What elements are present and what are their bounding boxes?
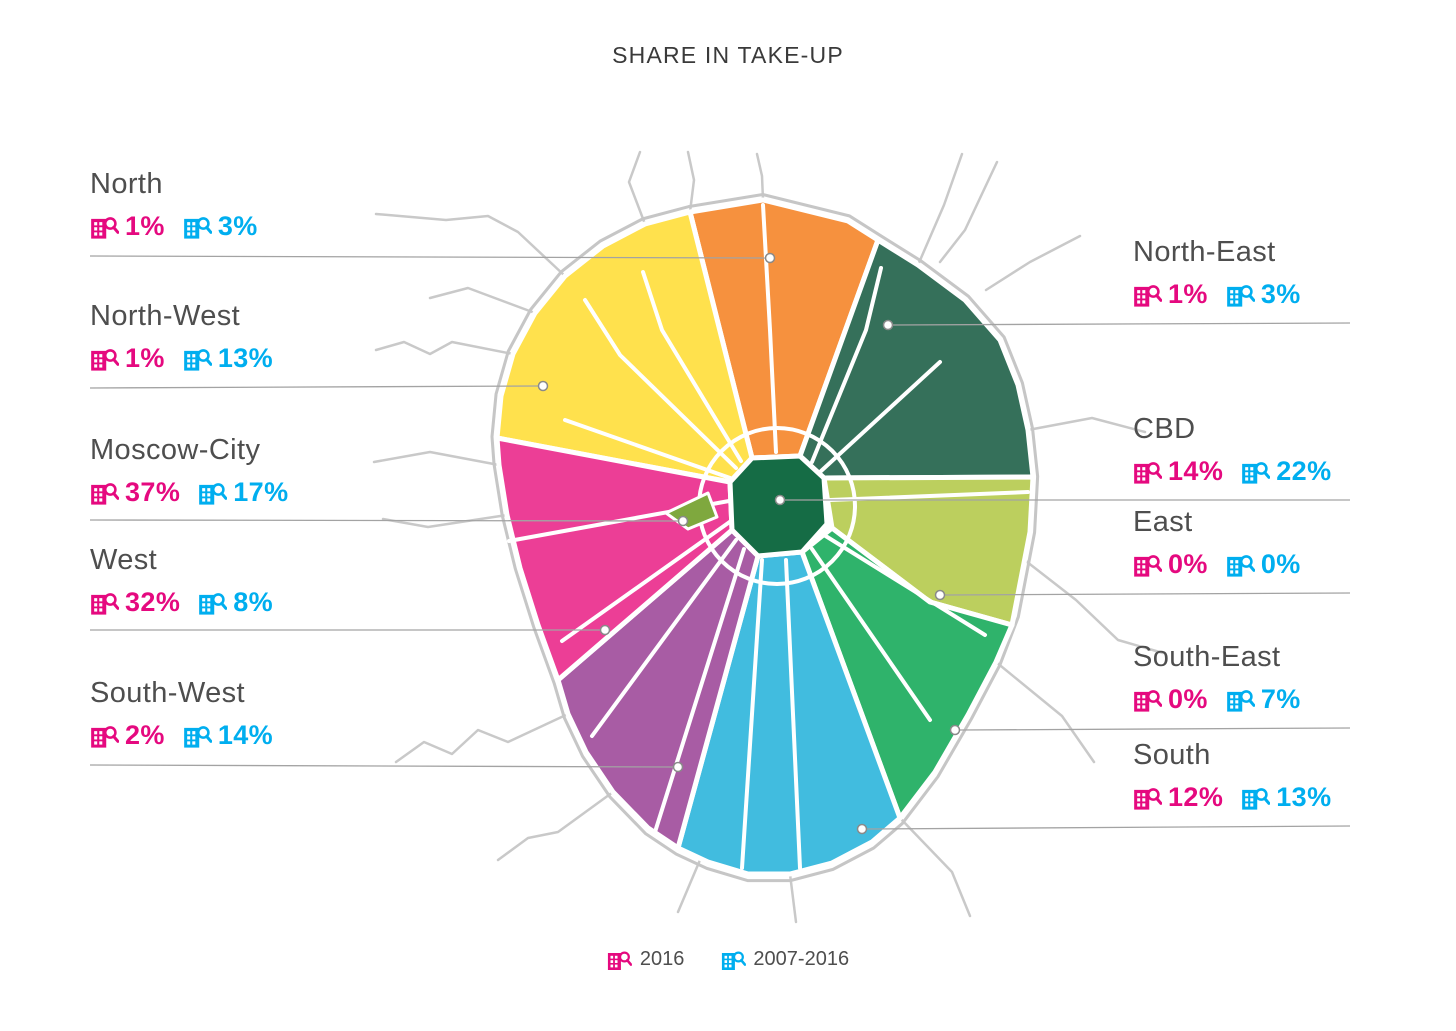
building-search-2016-icon — [90, 723, 119, 749]
district-value-2016: 0% — [1168, 684, 1208, 714]
building-search-2007-2016-icon — [1241, 459, 1271, 485]
ring-road — [490, 192, 1040, 883]
district-value-2007-2016: 3% — [1260, 279, 1301, 309]
legend-2016-label: 2016 — [639, 948, 685, 970]
district-value-2016: 37% — [125, 477, 181, 507]
building-search-2016-icon — [1133, 282, 1162, 308]
building-search-2007-2016-icon — [183, 214, 212, 240]
building-search-2007-2016-icon — [1226, 552, 1255, 578]
leader-lines — [89, 255, 1351, 830]
district-name: North-West — [90, 300, 241, 332]
district-value-2016: 0% — [1168, 549, 1208, 579]
leader-dot-cbd — [774, 494, 786, 506]
outer-roads — [372, 150, 1165, 924]
leader-east — [944, 592, 1351, 596]
district-name: Moscow-City — [90, 434, 261, 466]
building-search-2007-2016-icon — [1226, 282, 1255, 308]
district-value-2016: 14% — [1168, 456, 1224, 486]
district-value-2016: 2% — [125, 720, 165, 750]
district-name: CBD — [1133, 413, 1196, 445]
district-value-2007-2016: 14% — [217, 720, 274, 750]
building-search-2007-2016-icon — [1241, 785, 1271, 811]
district-name: West — [90, 544, 158, 576]
leader-dot-north — [764, 252, 776, 264]
district-label-moscow-city: Moscow-City 37% 17% — [90, 434, 289, 509]
leader-dot-north-west — [537, 380, 549, 392]
building-search-2007-2016-icon — [198, 590, 228, 616]
leader-dot-east — [934, 589, 946, 601]
district-name: South-East — [1133, 641, 1281, 673]
building-search-2016-icon — [90, 214, 119, 240]
district-value-2007-2016: 8% — [233, 587, 274, 617]
district-name: East — [1133, 506, 1193, 538]
district-value-2007-2016: 7% — [1260, 684, 1301, 714]
leader-dot-south-east — [949, 724, 961, 736]
building-search-2007-2016-icon — [183, 723, 212, 749]
district-label-north-west: North-West 1% 13% — [90, 300, 273, 375]
page-title: SHARE IN TAKE-UP — [612, 42, 844, 68]
leader-dot-south-west — [672, 761, 684, 773]
district-label-south-east: South-East 0% 7% — [1133, 641, 1301, 716]
building-search-2016-icon — [1133, 687, 1162, 713]
leader-south-west — [89, 764, 674, 768]
leader-north-east — [892, 322, 1351, 326]
legend-2007-2016-icon — [720, 949, 746, 971]
leader-north-west — [89, 385, 539, 389]
district-value-2007-2016: 17% — [233, 477, 289, 507]
leader-dot-moscow-city — [677, 515, 689, 527]
district-label-north-east: North-East 1% 3% — [1133, 236, 1301, 311]
district-name: North-East — [1133, 236, 1276, 268]
district-label-north: North 1% 3% — [90, 168, 258, 243]
district-value-2016: 1% — [125, 211, 165, 241]
building-search-2016-icon — [1133, 785, 1162, 811]
district-cbd — [727, 453, 830, 559]
district-label-south-west: South-West 2% 14% — [90, 677, 273, 752]
leader-dot-west — [599, 624, 611, 636]
district-label-east: East 0% 0% — [1133, 506, 1301, 581]
leader-dots — [537, 252, 961, 835]
district-name: South-West — [90, 677, 245, 709]
district-value-2016: 12% — [1168, 782, 1224, 812]
leader-south — [866, 825, 1351, 830]
building-search-2007-2016-icon — [198, 480, 228, 506]
leader-dot-north-east — [882, 319, 894, 331]
district-label-south: South 12% 13% — [1133, 739, 1332, 814]
district-value-2007-2016: 0% — [1260, 549, 1301, 579]
district-value-2007-2016: 22% — [1276, 456, 1332, 486]
leader-north — [89, 255, 767, 259]
building-search-2016-icon — [90, 346, 119, 372]
legend: 2016 2007-2016 — [607, 948, 849, 971]
district-value-2016: 1% — [125, 343, 165, 373]
building-search-2007-2016-icon — [1226, 687, 1255, 713]
district-value-2016: 32% — [125, 587, 181, 617]
district-label-cbd: CBD 14% 22% — [1133, 413, 1332, 488]
building-search-2016-icon — [1133, 459, 1162, 485]
district-value-2007-2016: 13% — [217, 343, 274, 373]
building-search-2016-icon — [1133, 552, 1162, 578]
building-search-2016-icon — [90, 480, 119, 506]
leader-dot-south — [856, 823, 868, 835]
district-value-2007-2016: 13% — [1276, 782, 1332, 812]
district-name: South — [1133, 739, 1211, 771]
district-label-west: West 32% 8% — [90, 544, 273, 619]
district-value-2016: 1% — [1168, 279, 1208, 309]
leader-moscow-city — [89, 519, 679, 522]
district-value-2007-2016: 3% — [217, 211, 258, 241]
legend-2007-2016-label: 2007-2016 — [753, 948, 850, 970]
building-search-2016-icon — [90, 590, 119, 616]
district-name: North — [90, 168, 163, 200]
leader-south-east — [959, 727, 1351, 731]
building-search-2007-2016-icon — [183, 346, 212, 372]
legend-2016-icon — [607, 949, 632, 971]
